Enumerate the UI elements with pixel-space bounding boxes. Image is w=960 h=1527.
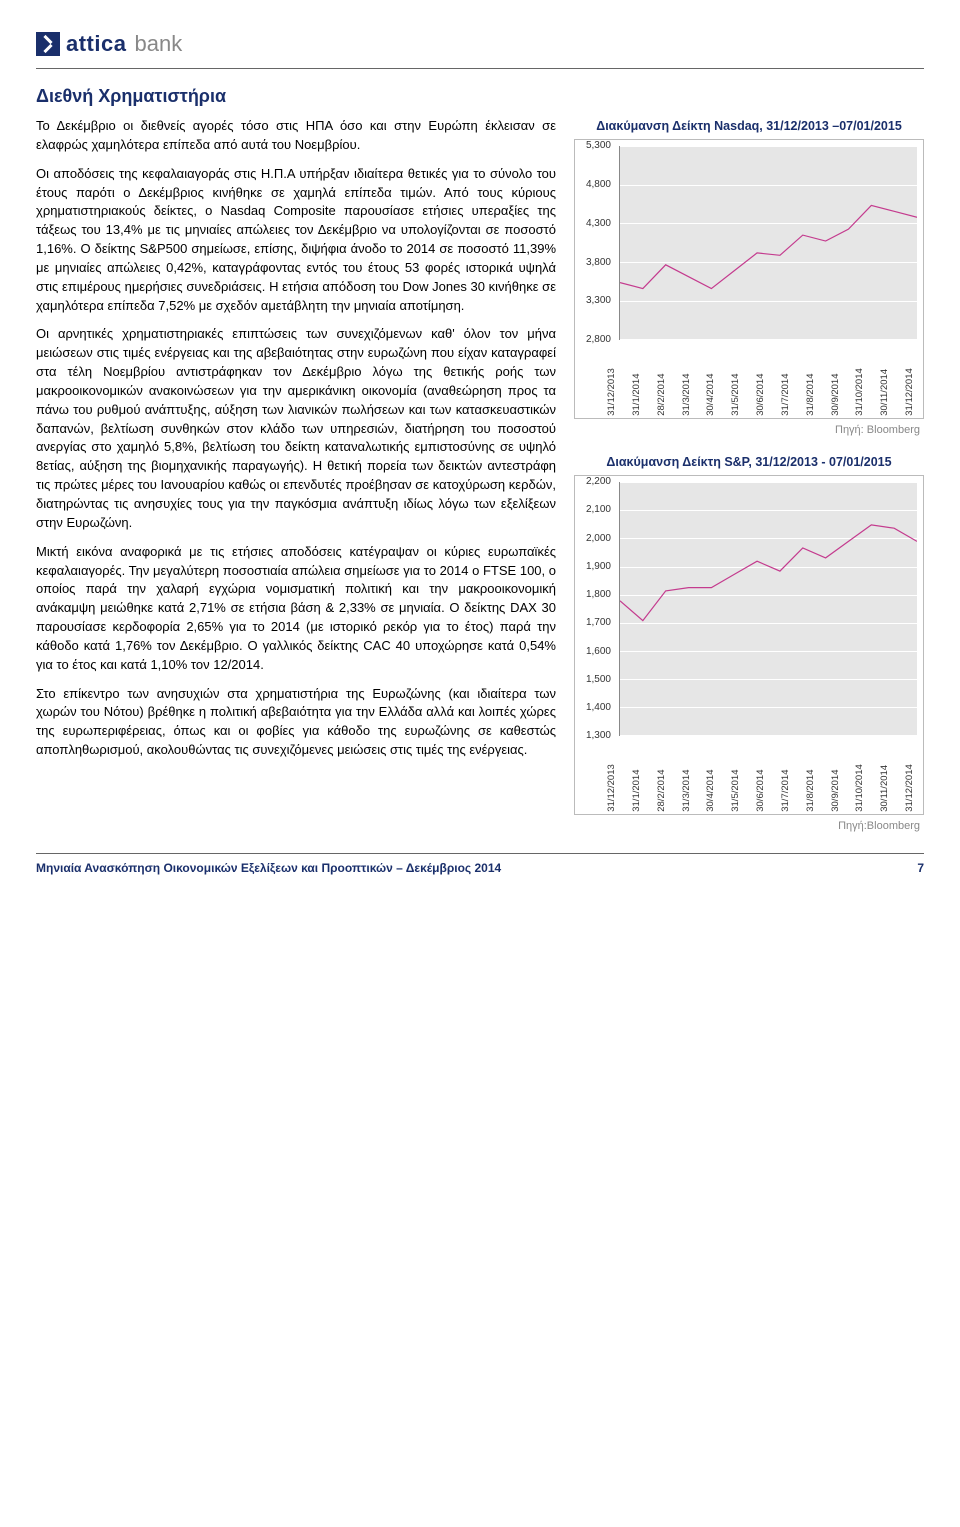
divider [36, 68, 924, 69]
logo-icon [36, 32, 60, 56]
footer-text: Μηνιαία Ανασκόπηση Οικονομικών Εξελίξεων… [36, 860, 501, 877]
chart-source: Πηγή:Bloomberg [574, 819, 924, 835]
chart-area: 5,3004,8004,3003,8003,3002,80031/12/2013… [574, 139, 924, 419]
logo-text-main: attica [66, 28, 126, 60]
footer: Μηνιαία Ανασκόπηση Οικονομικών Εξελίξεων… [36, 860, 924, 877]
chart-title: Διακύμανση Δείκτη Nasdaq, 31/12/2013 –07… [574, 117, 924, 135]
body-text-column: Το Δεκέμβριο οι διεθνείς αγορές τόσο στι… [36, 117, 556, 835]
sp-chart: Διακύμανση Δείκτη S&P, 31/12/2013 - 07/0… [574, 453, 924, 835]
nasdaq-chart: Διακύμανση Δείκτη Nasdaq, 31/12/2013 –07… [574, 117, 924, 439]
logo-text-sub: bank [134, 28, 182, 60]
chart-area: 2,2002,1002,0001,9001,8001,7001,6001,500… [574, 475, 924, 815]
paragraph: Το Δεκέμβριο οι διεθνείς αγορές τόσο στι… [36, 117, 556, 155]
paragraph: Στο επίκεντρο των ανησυχιών στα χρηματισ… [36, 685, 556, 760]
chart-title: Διακύμανση Δείκτη S&P, 31/12/2013 - 07/0… [574, 453, 924, 471]
page-number: 7 [917, 860, 924, 877]
section-title: Διεθνή Χρηματιστήρια [36, 83, 924, 109]
paragraph: Οι αρνητικές χρηματιστηριακές επιπτώσεις… [36, 325, 556, 532]
logo: attica bank [36, 28, 924, 60]
paragraph: Μικτή εικόνα αναφορικά με τις ετήσιες απ… [36, 543, 556, 675]
paragraph: Οι αποδόσεις της κεφαλαιαγοράς στις Η.Π.… [36, 165, 556, 316]
divider [36, 853, 924, 854]
